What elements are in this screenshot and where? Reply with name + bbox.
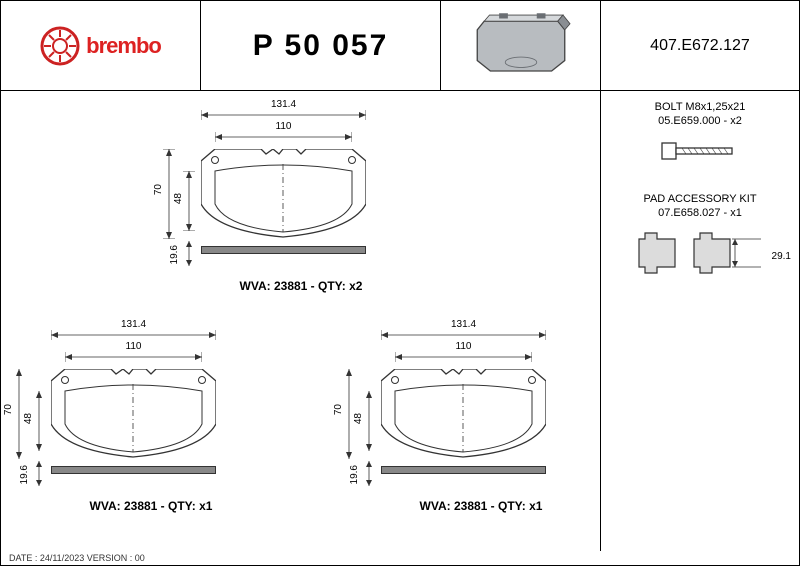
- dim-arrow-icon: [33, 391, 45, 451]
- kit-ref: 07.E658.027 - x1: [609, 207, 791, 219]
- dim-overall-width-left: 131.4: [51, 319, 216, 340]
- pad-side-drawing-icon: [51, 466, 216, 474]
- header: brembo P 50 057 407.E672.127: [1, 1, 799, 91]
- clip-dim: 29.1: [772, 251, 791, 262]
- doc-number: 407.E672.127: [650, 37, 750, 55]
- drawing-area: 131.4 110: [1, 91, 601, 551]
- dim-arrow-icon: [363, 391, 375, 451]
- dim-arrow-icon: [201, 110, 366, 120]
- dim-friction-height-left: 48: [33, 391, 45, 454]
- main: 131.4 110: [1, 91, 799, 551]
- dim-arrow-icon: [363, 461, 375, 486]
- bolt-ref: 05.E659.000 - x2: [609, 115, 791, 127]
- wva-label-right: WVA: 23881 - QTY: x1: [381, 499, 581, 513]
- dim-overall-width-top: 131.4: [201, 99, 366, 120]
- pad-front-drawing-icon: [381, 369, 581, 464]
- dim-thickness-top: 19.6: [183, 241, 195, 269]
- logo-box: brembo: [1, 1, 201, 90]
- part-number-box: P 50 057: [201, 1, 441, 90]
- bolt-section: BOLT M8x1,25x21 05.E659.000 - x2: [609, 101, 791, 168]
- dim-inner-width-top: 110: [215, 121, 352, 142]
- pad-view-right: 131.4 110: [381, 321, 581, 513]
- clip-icon: 29.1: [609, 229, 791, 287]
- dim-arrow-icon: [381, 330, 546, 340]
- bolt-icon: [609, 137, 791, 168]
- doc-number-box: 407.E672.127: [601, 1, 799, 90]
- part-number: P 50 057: [253, 29, 389, 63]
- pad-3d-box: [441, 1, 601, 90]
- dim-overall-width-right: 131.4: [381, 319, 546, 340]
- side-panel: BOLT M8x1,25x21 05.E659.000 - x2 PAD ACC…: [601, 91, 799, 551]
- footer-date: DATE : 24/11/2023 VERSION : 00: [9, 553, 145, 563]
- dim-arrow-icon: [65, 352, 202, 362]
- dim-arrow-icon: [183, 241, 195, 266]
- pad-view-top: 131.4 110: [201, 101, 401, 293]
- dim-friction-height-right: 48: [363, 391, 375, 454]
- dim-inner-width-right: 110: [395, 341, 532, 362]
- dim-thickness-right: 19.6: [363, 461, 375, 489]
- dim-arrow-icon: [215, 132, 352, 142]
- pad-side-drawing-icon: [201, 246, 366, 254]
- brand-name: brembo: [86, 33, 161, 59]
- bolt-spec: BOLT M8x1,25x21: [609, 101, 791, 113]
- pad-front-drawing-icon: [201, 149, 401, 244]
- wva-label-top: WVA: 23881 - QTY: x2: [201, 279, 401, 293]
- kit-section: PAD ACCESSORY KIT 07.E658.027 - x1 29.1: [609, 193, 791, 287]
- pad-side-drawing-icon: [381, 466, 546, 474]
- pad-front-drawing-icon: [51, 369, 251, 464]
- pad-3d-icon: [466, 8, 576, 83]
- brembo-logo-icon: [40, 26, 80, 66]
- dim-arrow-icon: [33, 461, 45, 486]
- dim-arrow-icon: [51, 330, 216, 340]
- dim-friction-height-top: 48: [183, 171, 195, 234]
- wva-label-left: WVA: 23881 - QTY: x1: [51, 499, 251, 513]
- kit-title: PAD ACCESSORY KIT: [609, 193, 791, 205]
- dim-inner-width-left: 110: [65, 341, 202, 362]
- dim-arrow-icon: [395, 352, 532, 362]
- pad-view-left: 131.4 110: [51, 321, 251, 513]
- dim-arrow-icon: [183, 171, 195, 231]
- dim-thickness-left: 19.6: [33, 461, 45, 489]
